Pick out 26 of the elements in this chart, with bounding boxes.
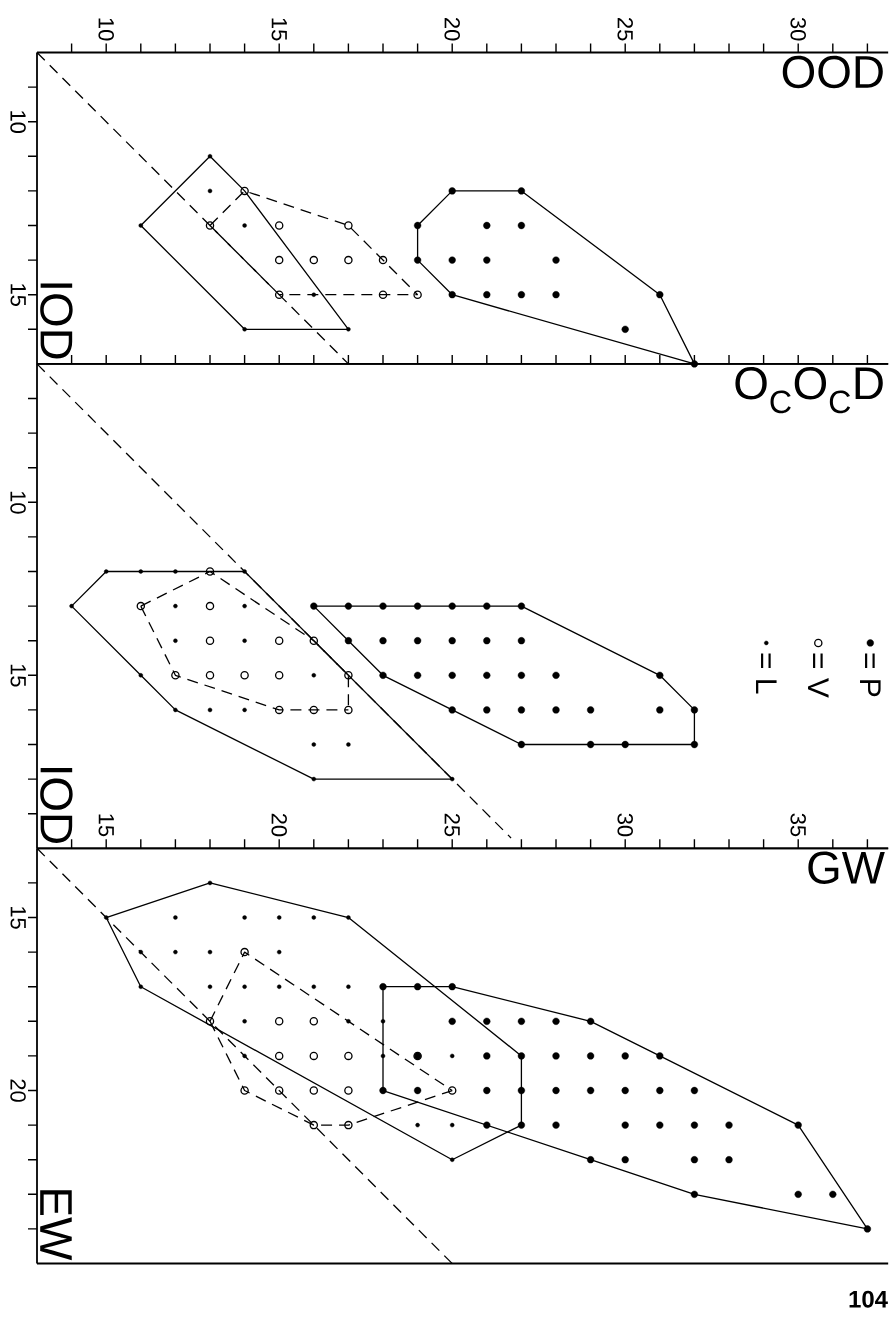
x-tick-label: 20: [271, 813, 287, 837]
x-tick-label: 15: [98, 814, 114, 837]
x-axis-title: O$_{C}$O$_{C}$D: [735, 367, 883, 414]
y-tick-label: 10: [10, 491, 26, 514]
y-axis-title: EW: [40, 1190, 72, 1261]
y-axis-title: IOD: [40, 283, 73, 359]
y-tick-label: 15: [10, 664, 26, 687]
legend-label: = V: [808, 653, 829, 698]
x-tick-label: 25: [444, 813, 460, 837]
legend-label: = P: [860, 653, 881, 697]
x-tick-label: 25: [617, 18, 633, 41]
x-tick-label: 30: [790, 17, 806, 41]
y-tick-label: 15: [10, 284, 26, 306]
y-tick-label: 10: [10, 111, 26, 134]
y-axis-title: IOD: [40, 767, 73, 843]
legend-label: = L: [756, 653, 777, 694]
x-axis-title: GW: [808, 851, 885, 884]
y-tick-label: 20: [10, 1079, 26, 1102]
y-tick-label: 15: [10, 907, 26, 929]
x-tick-label: 20: [444, 18, 460, 41]
x-tick-label: 35: [790, 813, 806, 837]
x-tick-label: 30: [617, 813, 633, 837]
x-axis-title: OOD: [782, 55, 883, 89]
x-tick-label: 10: [98, 18, 114, 41]
x-tick-label: 15: [271, 18, 287, 41]
text: 104: [849, 1290, 888, 1308]
